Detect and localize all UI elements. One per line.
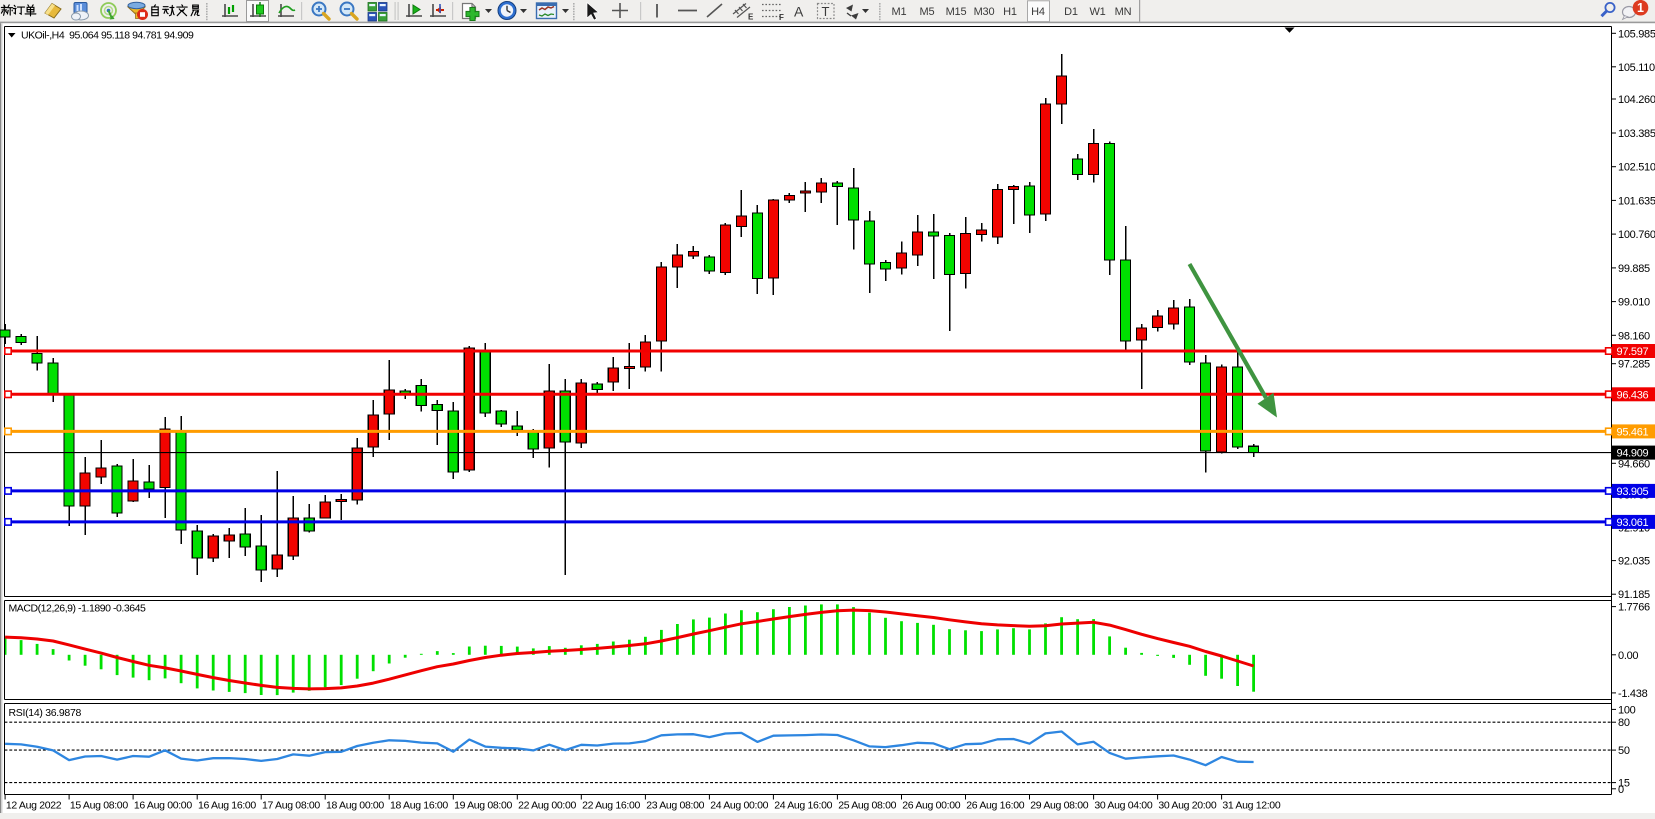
svg-text:91.185: 91.185 [1618,589,1650,601]
svg-text:22 Aug 00:00: 22 Aug 00:00 [518,800,576,812]
svg-text:99.010: 99.010 [1618,297,1650,309]
svg-text:29 Aug 08:00: 29 Aug 08:00 [1030,800,1088,812]
svg-text:94.660: 94.660 [1618,458,1650,470]
svg-text:94.909: 94.909 [1617,448,1649,460]
svg-text:19 Aug 08:00: 19 Aug 08:00 [454,800,512,812]
svg-text:15 Aug 08:00: 15 Aug 08:00 [70,800,128,812]
svg-text:M5: M5 [920,6,935,18]
svg-text:50: 50 [1618,745,1630,757]
svg-text:UKOil-,H4 95.064 95.118 94.78: UKOil-,H4 95.064 95.118 94.781 94.909 [21,29,194,41]
svg-text:24 Aug 00:00: 24 Aug 00:00 [710,800,768,812]
svg-text:23 Aug 08:00: 23 Aug 08:00 [646,800,704,812]
svg-text:F: F [779,13,784,22]
svg-text:18 Aug 00:00: 18 Aug 00:00 [326,800,384,812]
svg-text:97.285: 97.285 [1618,359,1650,371]
svg-text:103.385: 103.385 [1618,128,1655,140]
svg-text:105.110: 105.110 [1618,62,1655,74]
svg-text:104.260: 104.260 [1618,94,1655,106]
svg-text:25 Aug 08:00: 25 Aug 08:00 [838,800,896,812]
svg-text:92.035: 92.035 [1618,556,1650,568]
svg-text:15: 15 [1618,778,1630,790]
svg-text:100.760: 100.760 [1618,229,1655,241]
svg-text:95.461: 95.461 [1617,426,1649,438]
svg-text:E: E [748,13,754,22]
svg-text:93.905: 93.905 [1617,486,1649,498]
svg-text:80: 80 [1618,717,1630,729]
svg-text:26 Aug 16:00: 26 Aug 16:00 [966,800,1024,812]
svg-text:22 Aug 16:00: 22 Aug 16:00 [582,800,640,812]
svg-text:24 Aug 16:00: 24 Aug 16:00 [774,800,832,812]
svg-text:105.985: 105.985 [1618,28,1655,40]
svg-text:96.436: 96.436 [1617,389,1649,401]
svg-text:M15: M15 [946,6,967,18]
svg-text:H4: H4 [1031,6,1045,18]
svg-text:100: 100 [1618,704,1636,716]
svg-text:RSI(14) 36.9878: RSI(14) 36.9878 [9,707,82,719]
svg-text:16 Aug 16:00: 16 Aug 16:00 [198,800,256,812]
svg-text:16 Aug 00:00: 16 Aug 00:00 [134,800,192,812]
svg-text:W1: W1 [1089,6,1105,18]
svg-text:97.597: 97.597 [1617,346,1649,358]
svg-text:1.7766: 1.7766 [1618,602,1650,614]
svg-text:12 Aug 2022: 12 Aug 2022 [6,800,62,812]
svg-text:102.510: 102.510 [1618,162,1655,174]
svg-text:99.885: 99.885 [1618,263,1650,275]
svg-text:0: 0 [1618,784,1624,796]
svg-text:A: A [794,4,804,20]
svg-text:H1: H1 [1003,6,1017,18]
svg-text:MACD(12,26,9) -1.1890 -0.3645: MACD(12,26,9) -1.1890 -0.3645 [9,603,147,615]
svg-text:30 Aug 04:00: 30 Aug 04:00 [1094,800,1152,812]
svg-text:0.00: 0.00 [1618,650,1638,662]
svg-text:93.061: 93.061 [1617,517,1649,529]
svg-text:1: 1 [1637,1,1644,15]
svg-text:101.635: 101.635 [1618,195,1655,207]
svg-text:26 Aug 00:00: 26 Aug 00:00 [902,800,960,812]
svg-text:18 Aug 16:00: 18 Aug 16:00 [390,800,448,812]
svg-text:31 Aug 12:00: 31 Aug 12:00 [1222,800,1280,812]
svg-text:M1: M1 [892,6,907,18]
svg-text:-1.438: -1.438 [1618,688,1648,700]
svg-text:T: T [822,4,830,19]
svg-text:M30: M30 [974,6,995,18]
svg-text:17 Aug 08:00: 17 Aug 08:00 [262,800,320,812]
svg-text:98.160: 98.160 [1618,330,1650,342]
svg-text:D1: D1 [1064,6,1078,18]
svg-text:30 Aug 20:00: 30 Aug 20:00 [1158,800,1216,812]
svg-text:MN: MN [1115,6,1132,18]
